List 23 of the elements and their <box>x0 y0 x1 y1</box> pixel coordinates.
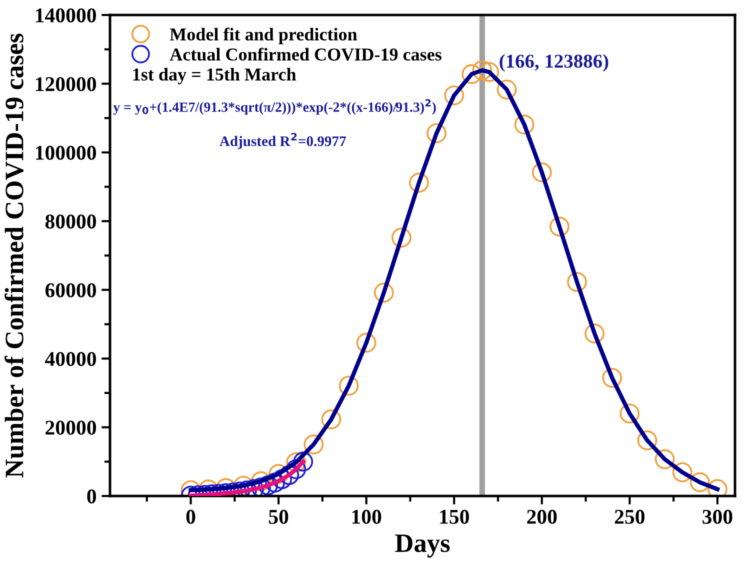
legend-label: Actual Confirmed COVID-19 cases <box>170 48 442 61</box>
y-tick-label: 120000 <box>36 77 96 92</box>
x-tick-label: 50 <box>268 510 288 524</box>
x-tick-label: 250 <box>614 510 644 524</box>
x-tick-label: 0 <box>186 510 196 524</box>
y-tick-label: 60000 <box>45 283 96 298</box>
annotation: (166, 123886) <box>500 54 608 72</box>
y-tick-label: 40000 <box>45 352 96 366</box>
x-tick-label: 150 <box>440 510 469 524</box>
x-tick-label: 100 <box>352 510 382 524</box>
y-tick-label: 80000 <box>45 214 96 229</box>
annotation: y = y$_{0}$+(1.4E7/(91.3*sqrt(π/2)))*exp(-2*((x-166)/91.3)$^{2}$) <box>113 99 436 115</box>
x-axis-title: Days <box>395 534 450 558</box>
legend-label: Model fit and prediction <box>170 28 358 44</box>
annotation: Adjusted R$^{2}$=0.9977 <box>220 132 346 150</box>
y-tick-label: 100000 <box>36 146 96 160</box>
y-tick-label: 0 <box>87 489 96 504</box>
y-axis-title: Number of Confirmed COVID-19 cases <box>4 34 24 478</box>
y-tick-label: 140000 <box>36 8 96 22</box>
annotation: 1st day = 15th March <box>133 68 296 84</box>
x-tick-label: 200 <box>527 510 557 524</box>
y-tick-label: 20000 <box>46 420 96 435</box>
x-tick-label: 300 <box>702 510 732 524</box>
